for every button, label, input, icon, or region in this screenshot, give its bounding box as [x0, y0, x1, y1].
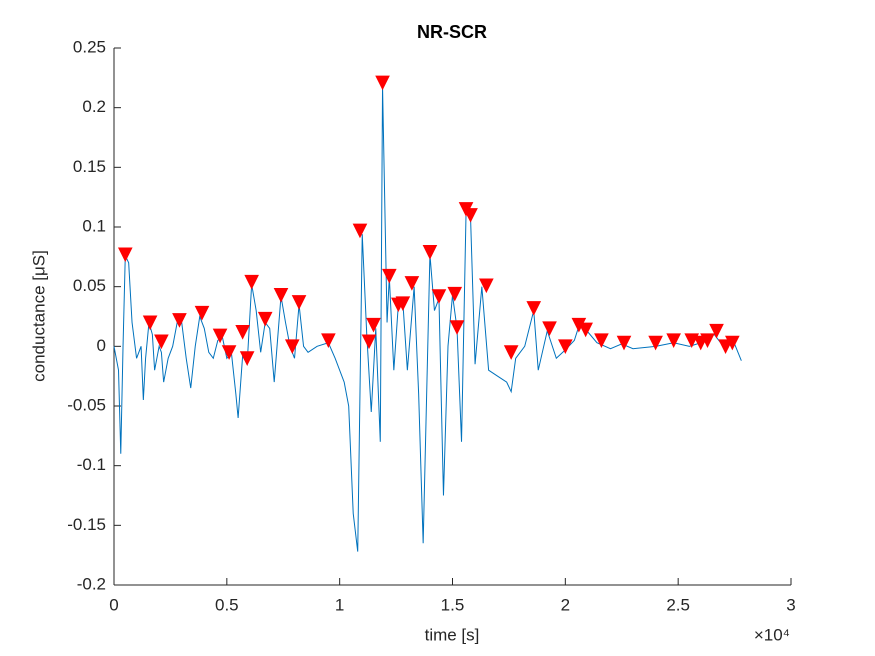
peak-marker: [239, 351, 255, 366]
peak-marker: [725, 335, 740, 351]
peak-marker: [194, 305, 210, 321]
y-tick-label: 0: [97, 336, 106, 355]
y-tick-label: -0.1: [77, 455, 106, 474]
peak-marker: [212, 328, 228, 344]
x-tick-label: 3: [786, 595, 795, 614]
y-tick-label: 0.25: [73, 37, 106, 56]
x-tick-label: 2.5: [666, 595, 690, 614]
peak-marker: [382, 268, 397, 284]
x-exponent-label: ×10⁴: [754, 625, 790, 644]
peak-marker: [273, 288, 289, 303]
y-tick-label: -0.2: [77, 574, 106, 593]
peak-marker: [244, 274, 259, 290]
peak-marker: [648, 335, 663, 351]
x-tick-label: 1: [335, 595, 344, 614]
y-tick-label: -0.15: [67, 515, 106, 534]
peak-marker: [479, 278, 494, 294]
y-tick-label: -0.05: [67, 395, 106, 414]
peak-marker: [700, 333, 715, 348]
peak-marker: [666, 333, 681, 348]
peak-marker: [221, 345, 237, 360]
peak-marker: [235, 325, 250, 340]
signal-line: [113, 86, 742, 552]
peak-marker: [284, 339, 300, 354]
x-axis-label: time [s]: [425, 625, 480, 644]
peak-marker: [366, 317, 381, 333]
peak-marker: [257, 311, 273, 327]
x-tick-label: 0.5: [215, 595, 239, 614]
y-tick-label: 0.05: [73, 276, 106, 295]
x-tick-label: 0: [109, 595, 118, 614]
y-tick-label: 0.2: [82, 97, 106, 116]
y-tick-label: 0.1: [82, 216, 106, 235]
peak-marker: [526, 301, 542, 316]
y-tick-label: 0.15: [73, 157, 106, 176]
peak-marker: [431, 289, 447, 304]
y-axis-label: conductance [μS]: [29, 250, 48, 382]
peak-marker: [291, 295, 307, 310]
peak-marker: [616, 335, 632, 351]
peak-marker: [503, 345, 519, 360]
peak-marker: [375, 75, 390, 91]
peak-marker: [447, 286, 463, 302]
peak-marker: [594, 333, 609, 348]
peak-marker: [172, 313, 187, 328]
peak-marker: [558, 339, 573, 354]
peak-marker: [542, 321, 557, 337]
peak-marker: [395, 296, 411, 311]
x-tick-label: 2: [561, 595, 570, 614]
peak-marker: [142, 315, 158, 331]
peak-marker: [154, 334, 169, 350]
peak-marker: [709, 323, 724, 339]
chart-title: NR-SCR: [417, 22, 487, 42]
peak-marker: [117, 247, 133, 263]
peak-marker: [422, 245, 438, 260]
peak-marker: [352, 223, 368, 239]
peak-marker: [449, 320, 465, 335]
peak-marker: [361, 334, 377, 350]
peak-marker: [578, 322, 593, 338]
x-tick-label: 1.5: [441, 595, 465, 614]
peak-marker: [404, 276, 420, 291]
peak-marker: [463, 208, 478, 223]
peak-marker: [321, 333, 336, 348]
